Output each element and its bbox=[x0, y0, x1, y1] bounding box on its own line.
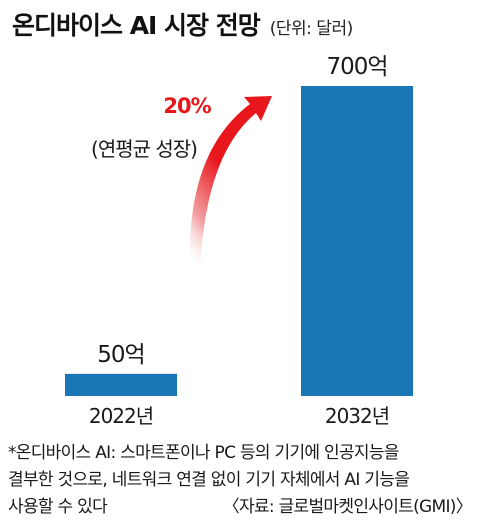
bar-value-label: 50억 bbox=[97, 342, 144, 368]
bar-2022년 bbox=[65, 373, 177, 396]
category-label: 2032년 bbox=[325, 404, 389, 428]
footnote-line-1: *온디바이스 AI: 스마트폰이나 PC 등의 기기에 인공지능을 bbox=[8, 443, 399, 463]
growth-arrow-icon bbox=[189, 96, 272, 265]
footnote-line-3: 사용할 수 있다 bbox=[8, 497, 108, 517]
bars-layer: 50억 2022년 700억 2032년 bbox=[65, 54, 413, 428]
source-label: 〈자료: 글로벌마켓인사이트(GMI)〉 bbox=[222, 497, 473, 517]
growth-rate-caption: (연평균 성장) bbox=[91, 137, 197, 161]
bar-2032년 bbox=[301, 86, 413, 396]
chart-title: 온디바이스 AI 시장 전망 bbox=[12, 11, 261, 40]
unit-label: (단위: 달러) bbox=[269, 19, 353, 39]
footnote-line-3-row: 사용할 수 있다 〈자료: 글로벌마켓인사이트(GMI)〉 bbox=[8, 494, 473, 521]
footnote-line-2: 결부한 것으로, 네트워크 연결 없이 기기 자체에서 AI 기능을 bbox=[8, 470, 410, 490]
growth-rate-label: 20% bbox=[163, 94, 211, 118]
bar-chart: 50억 2022년 700억 2032년 20% (연평균 성장) bbox=[65, 54, 413, 428]
bar-value-label: 700억 bbox=[326, 54, 387, 80]
chart-header: 온디바이스 AI 시장 전망 (단위: 달러) bbox=[12, 6, 470, 44]
category-label: 2022년 bbox=[89, 404, 153, 428]
footnote: *온디바이스 AI: 스마트폰이나 PC 등의 기기에 인공지능을 결부한 것으… bbox=[8, 440, 473, 521]
growth-arrow bbox=[189, 96, 272, 265]
